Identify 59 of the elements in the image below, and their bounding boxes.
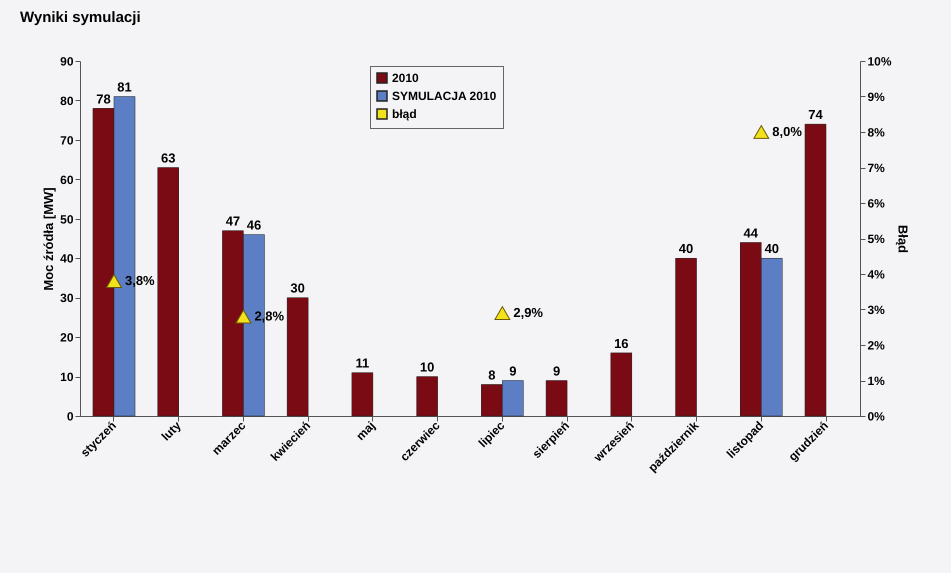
data-label: 11 xyxy=(356,356,370,371)
y-tick-label: 90 xyxy=(60,54,74,68)
data-label: 81 xyxy=(117,80,132,94)
y-tick-label: 30 xyxy=(60,291,74,306)
y2-tick-label: 3% xyxy=(868,303,886,317)
y-tick-label: 20 xyxy=(60,330,74,345)
data-label: 8,0% xyxy=(772,124,802,139)
y-tick-label: 60 xyxy=(60,172,74,187)
y2-tick-label: 1% xyxy=(868,374,886,388)
point xyxy=(236,310,252,324)
bar xyxy=(610,352,632,416)
data-label: 40 xyxy=(678,241,694,256)
y2-tick-label: 0% xyxy=(868,410,886,424)
y2-tick-label: 4% xyxy=(868,268,886,282)
data-label: 10 xyxy=(420,360,434,375)
bar xyxy=(416,376,438,416)
y2-axis-title: Błąd xyxy=(896,224,911,254)
point xyxy=(106,274,122,288)
y-axis-title: Moc źródła [MW] xyxy=(41,187,56,291)
bar xyxy=(157,167,179,416)
point xyxy=(753,125,770,139)
y2-tick-label: 8% xyxy=(868,126,886,140)
y2-tick-label: 6% xyxy=(868,196,886,210)
chart-title: Wyniki symulacji xyxy=(20,9,141,26)
y2-tick-label: 9% xyxy=(868,90,886,104)
y-tick-label: 0 xyxy=(66,410,74,424)
y2-tick-label: 10% xyxy=(868,54,892,68)
x-tick-label: luty xyxy=(158,418,184,444)
data-label: 47 xyxy=(226,214,240,229)
data-label: 44 xyxy=(744,225,759,240)
data-label: 63 xyxy=(160,150,176,166)
bar xyxy=(675,258,697,416)
data-label: 74 xyxy=(808,107,824,122)
y-tick-label: 70 xyxy=(60,133,74,148)
y2-tick-label: 2% xyxy=(868,338,886,352)
data-label: 2,9% xyxy=(513,305,544,320)
bar xyxy=(352,372,374,416)
y-tick-label: 80 xyxy=(60,94,74,108)
legend-label: 2010 xyxy=(392,71,420,85)
bar xyxy=(546,380,568,416)
bar xyxy=(804,124,826,416)
data-label: 30 xyxy=(290,280,305,296)
data-label: 8 xyxy=(488,367,496,382)
y-tick-label: 50 xyxy=(60,212,74,226)
y2-tick-label: 7% xyxy=(868,161,886,175)
data-label: 9 xyxy=(552,364,560,378)
data-label: 40 xyxy=(764,241,780,256)
data-label: 16 xyxy=(614,336,629,351)
data-label: 46 xyxy=(246,218,262,233)
y-tick-label: 10 xyxy=(60,370,74,384)
y2-tick-label: 5% xyxy=(868,232,886,246)
y-tick-label: 40 xyxy=(60,252,74,266)
data-label: 9 xyxy=(509,364,516,378)
x-tick-label: maj xyxy=(353,418,378,444)
legend-label: błąd xyxy=(392,107,417,121)
point xyxy=(494,306,510,320)
legend-label: SYMULACJA 2010 xyxy=(392,89,497,103)
data-label: 78 xyxy=(96,91,111,106)
bar xyxy=(286,297,308,416)
